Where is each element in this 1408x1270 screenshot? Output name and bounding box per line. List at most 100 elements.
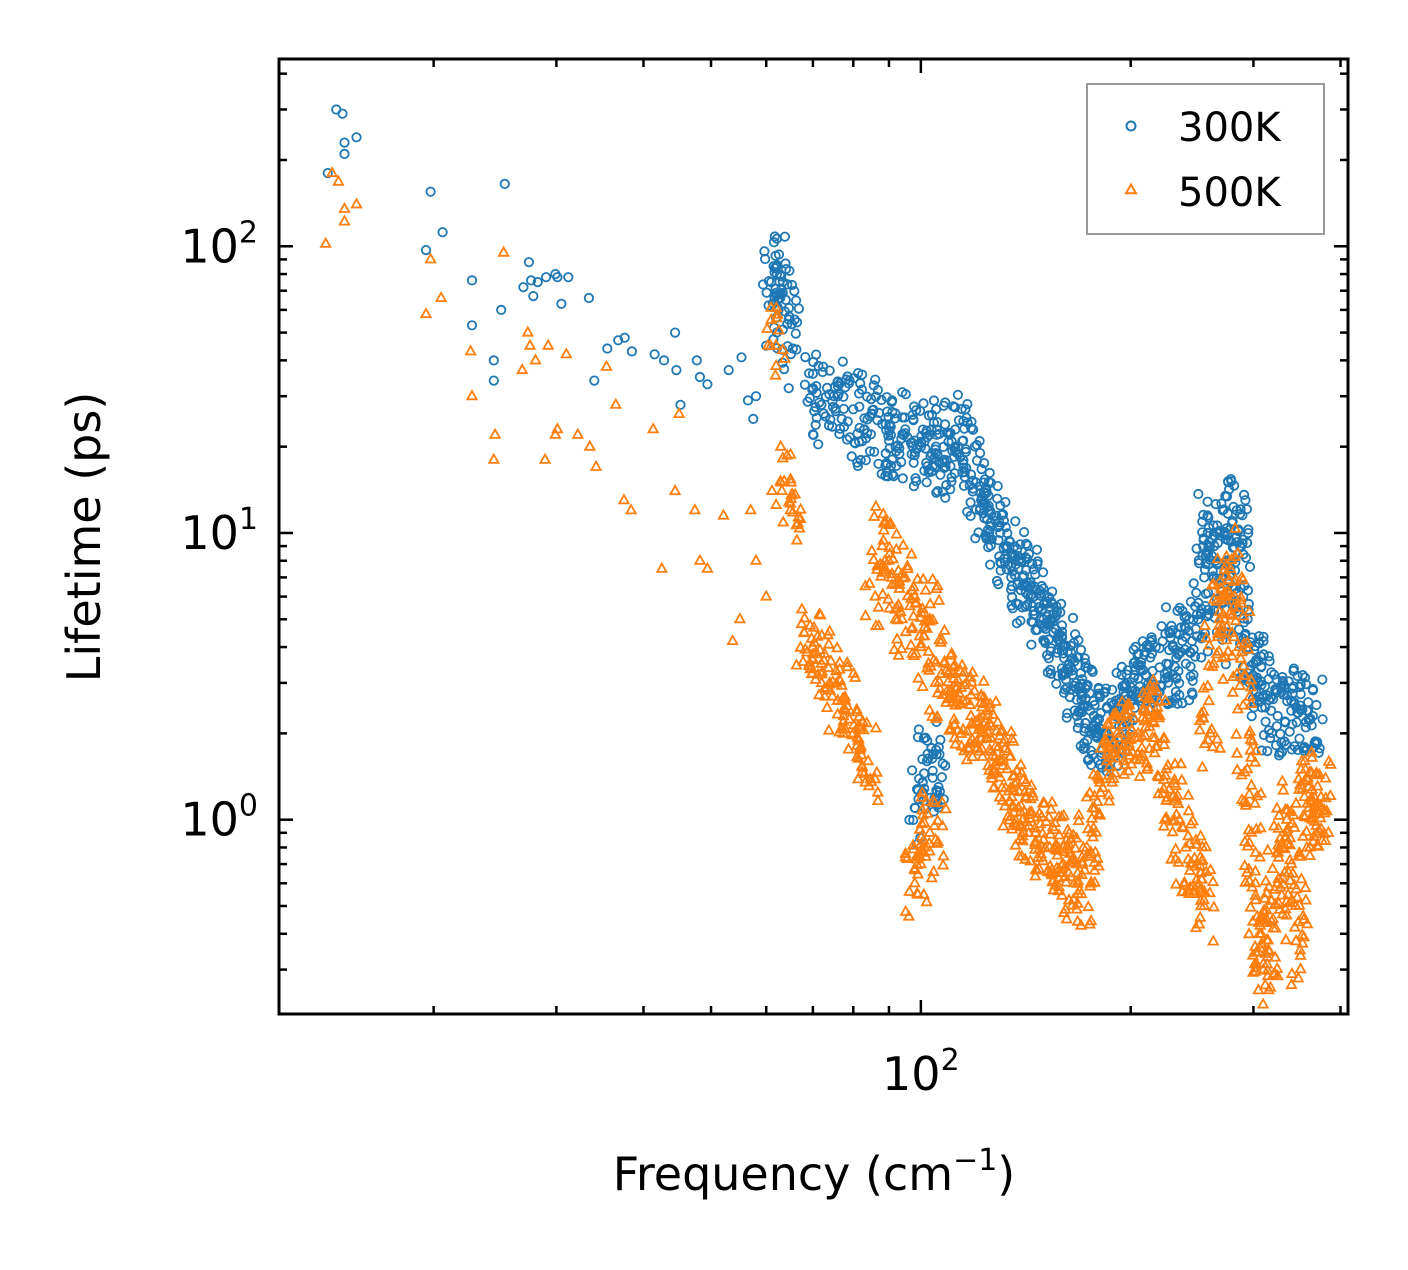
data-point-500k <box>1036 796 1050 808</box>
data-point-500k <box>899 904 912 916</box>
data-point-500k <box>892 597 905 610</box>
data-point-300k <box>939 419 951 430</box>
data-point-500k <box>1075 855 1089 867</box>
data-point-500k <box>840 699 854 711</box>
data-point-300k <box>1217 505 1228 516</box>
data-point-500k <box>876 565 889 577</box>
data-point-300k <box>1000 496 1011 508</box>
data-point-300k <box>862 428 873 439</box>
data-point-500k <box>798 611 811 623</box>
data-point-500k <box>976 709 990 721</box>
data-point-300k <box>669 327 681 338</box>
data-point-500k <box>998 732 1011 744</box>
legend-label-300k: 300K <box>1178 105 1282 151</box>
data-point-500k <box>424 252 437 264</box>
data-point-300k <box>1311 699 1322 711</box>
data-point-500k <box>1255 926 1268 939</box>
data-point-300k <box>807 368 819 379</box>
data-point-300k <box>1020 601 1031 612</box>
data-point-500k <box>1007 805 1020 817</box>
data-point-300k <box>671 364 682 376</box>
data-point-500k <box>784 503 797 515</box>
data-point-500k <box>1283 838 1297 850</box>
data-point-500k <box>867 509 881 521</box>
data-point-500k <box>915 785 929 797</box>
data-point-300k <box>1041 598 1052 609</box>
data-point-500k <box>1140 756 1153 768</box>
data-point-500k <box>990 755 1004 767</box>
data-point-300k <box>694 371 706 383</box>
data-point-300k <box>1307 710 1318 722</box>
data-point-300k <box>1156 621 1167 632</box>
data-point-500k <box>894 605 907 617</box>
data-point-500k <box>927 864 940 876</box>
data-point-500k <box>872 600 885 612</box>
data-point-500k <box>1046 873 1060 885</box>
data-point-500k <box>1311 779 1324 791</box>
data-point-500k <box>916 803 929 815</box>
data-point-500k <box>1249 864 1262 876</box>
data-point-500k <box>1151 769 1164 781</box>
data-point-500k <box>538 452 552 464</box>
data-point-500k <box>933 633 946 645</box>
data-point-500k <box>1120 708 1134 720</box>
data-point-500k <box>856 765 869 777</box>
data-point-500k <box>465 389 479 401</box>
data-point-300k <box>848 404 859 415</box>
data-point-500k <box>970 734 984 746</box>
data-point-500k <box>1305 782 1319 794</box>
data-point-300k <box>1317 714 1328 725</box>
data-point-500k <box>1288 920 1302 932</box>
data-point-500k <box>1305 790 1318 802</box>
data-point-300k <box>1240 552 1252 563</box>
data-point-500k <box>1143 719 1156 731</box>
data-point-300k <box>1223 476 1234 487</box>
data-point-500k <box>925 871 938 883</box>
data-point-500k <box>802 658 816 670</box>
data-point-500k <box>823 624 836 636</box>
data-point-300k <box>927 765 938 776</box>
data-point-500k <box>917 887 931 899</box>
data-point-300k <box>1061 668 1072 679</box>
data-point-500k <box>913 629 926 641</box>
data-point-500k <box>1275 888 1289 900</box>
data-point-500k <box>915 606 928 618</box>
data-point-300k <box>981 485 992 496</box>
data-point-300k <box>993 522 1004 533</box>
data-point-300k <box>1196 608 1207 620</box>
data-point-300k <box>783 302 795 314</box>
data-point-500k <box>1036 854 1050 866</box>
data-point-500k <box>1172 796 1185 808</box>
data-point-300k <box>420 245 432 256</box>
data-point-500k <box>1295 872 1308 884</box>
data-point-500k <box>1147 715 1160 727</box>
data-point-500k <box>904 591 918 603</box>
data-point-500k <box>1013 832 1027 844</box>
data-point-500k <box>912 671 925 683</box>
data-point-500k <box>1219 558 1233 570</box>
data-point-500k <box>487 452 501 464</box>
data-point-300k <box>499 178 510 189</box>
data-point-500k <box>784 475 798 487</box>
data-point-500k <box>1083 786 1097 798</box>
data-point-500k <box>892 648 905 660</box>
legend-label-500k: 500K <box>1178 170 1282 216</box>
data-point-500k <box>1030 810 1044 822</box>
data-point-500k <box>935 795 949 807</box>
data-point-500k <box>948 717 961 729</box>
data-point-300k <box>1067 612 1079 624</box>
data-point-300k <box>864 411 875 422</box>
data-point-500k <box>1182 788 1195 800</box>
data-point-300k <box>993 535 1004 546</box>
data-point-500k <box>1207 900 1220 912</box>
data-point-300k <box>1263 725 1275 736</box>
data-point-300k <box>864 446 876 457</box>
data-point-500k <box>991 715 1004 727</box>
data-point-500k <box>976 749 989 761</box>
data-point-500k <box>826 689 839 701</box>
data-point-500k <box>782 495 796 507</box>
data-point-500k <box>497 245 510 257</box>
data-point-300k <box>1291 717 1302 728</box>
data-point-500k <box>922 663 936 675</box>
data-point-300k <box>852 460 864 472</box>
